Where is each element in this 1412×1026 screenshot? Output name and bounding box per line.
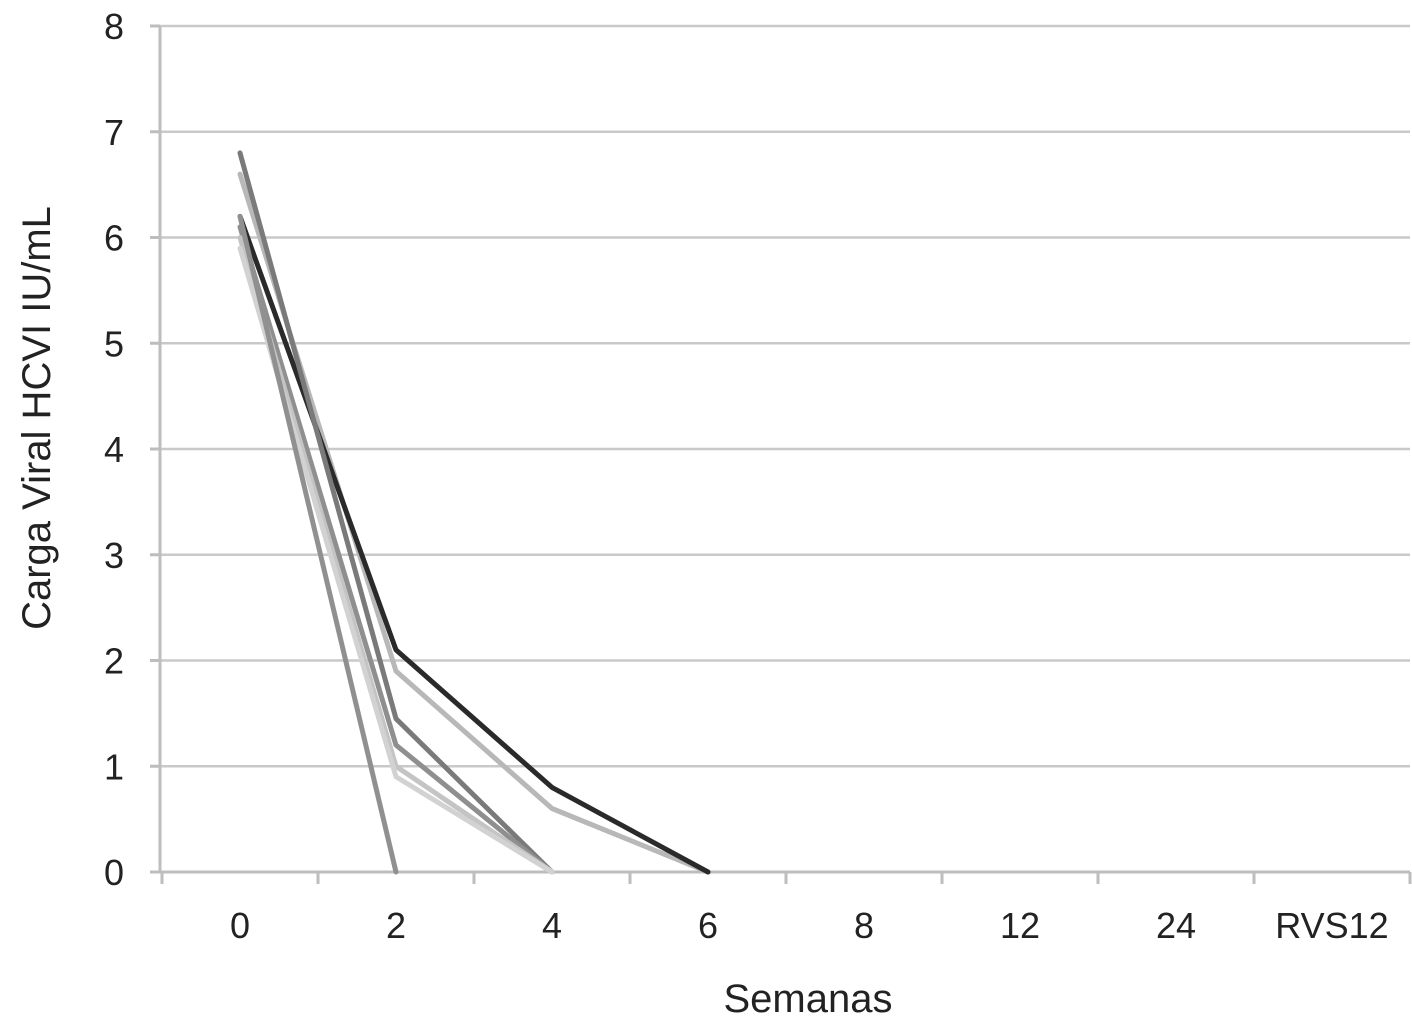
y-tick-label: 2: [104, 641, 124, 682]
series-line-7: [237, 213, 399, 875]
y-tick-label: 3: [104, 535, 124, 576]
y-axis-title: Carga Viral HCVI IU/mL: [15, 206, 59, 630]
y-tick-label: 4: [104, 429, 124, 470]
x-tick-label: 12: [1000, 905, 1040, 946]
x-tick-label: 24: [1156, 905, 1196, 946]
series-line-2: [237, 213, 711, 875]
y-tick-label: 8: [104, 6, 124, 47]
x-tick-label: 0: [230, 905, 250, 946]
y-tick-label: 0: [104, 852, 124, 893]
y-tick-label: 1: [104, 746, 124, 787]
y-tick-label: 6: [104, 218, 124, 259]
x-tick-label: 4: [542, 905, 562, 946]
x-axis-title: Semanas: [724, 977, 893, 1021]
series-line-1: [237, 171, 711, 875]
series-line-5: [237, 235, 555, 875]
x-tick-label: 6: [698, 905, 718, 946]
series-line-4: [237, 224, 555, 875]
y-tick-label: 5: [104, 323, 124, 364]
series-line-3: [237, 150, 555, 875]
axes: [150, 24, 1412, 884]
grid-lines: [160, 24, 1410, 768]
data-series: [237, 150, 711, 875]
y-tick-label: 7: [104, 112, 124, 153]
x-tick-label: 8: [854, 905, 874, 946]
x-tick-label: 2: [386, 905, 406, 946]
x-tick-label: RVS12: [1275, 905, 1388, 946]
